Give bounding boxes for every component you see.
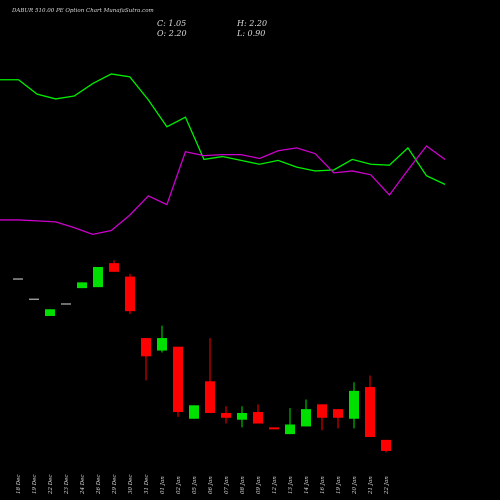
candle-body [205, 381, 215, 413]
x-tick-label: 09 Jan [256, 476, 262, 494]
x-tick-label: 13 Jan [288, 476, 294, 494]
x-tick-label: 24 Dec [80, 475, 86, 496]
x-tick-label: 14 Jan [304, 476, 310, 494]
x-tick-label: 22 Dec [48, 475, 54, 496]
x-tick-label: 06 Jan [208, 476, 214, 494]
candle-body [125, 276, 135, 312]
x-tick-label: 23 Dec [64, 475, 70, 496]
candle-body [13, 278, 23, 280]
x-tick-label: 01 Jan [160, 476, 166, 494]
candle-body [365, 387, 375, 437]
x-tick-label: 30 Dec [128, 475, 134, 495]
x-tick-label: 22 Jan [384, 476, 390, 495]
info-low: L: 0.90 [236, 29, 265, 38]
candle-body [141, 338, 151, 357]
candle-body [61, 303, 71, 305]
x-tick-label: 18 Dec [16, 475, 22, 495]
x-tick-label: 29 Dec [112, 475, 118, 496]
candle-body [333, 409, 343, 418]
candle-body [45, 309, 55, 316]
info-high: H: 2.20 [236, 19, 267, 28]
candle-body [381, 439, 391, 451]
candle-body [317, 404, 327, 418]
x-tick-label: 26 Dec [96, 475, 102, 496]
candle-body [93, 266, 103, 288]
x-tick-label: 16 Jan [320, 476, 326, 494]
info-close: C: 1.05 [157, 19, 186, 28]
x-tick-label: 19 Dec [32, 475, 38, 495]
x-tick-label: 21 Jan [368, 476, 374, 495]
candle-body [221, 412, 231, 418]
candle-body [173, 346, 183, 413]
candle-body [301, 409, 311, 427]
candle-body [189, 405, 199, 419]
chart-title: DABUR 510.00 PE Option Chart MunafaSutra… [11, 8, 154, 14]
x-tick-label: 05 Jan [192, 476, 198, 494]
x-tick-label: 31 Dec [144, 475, 150, 495]
x-tick-label: 20 Jan [352, 476, 358, 495]
info-open: O: 2.20 [157, 29, 187, 38]
candle-body [29, 298, 39, 300]
candle-body [285, 424, 295, 435]
x-tick-label: 07 Jan [224, 476, 230, 494]
indicator-line [0, 73, 446, 185]
candle-body [269, 427, 279, 430]
candle-body [253, 412, 263, 424]
candle-body [157, 338, 167, 351]
x-tick-label: 02 Jan [176, 476, 182, 494]
x-tick-label: 08 Jan [240, 476, 246, 494]
indicator-line [0, 145, 446, 236]
candle-body [77, 282, 87, 289]
candle-body [349, 390, 359, 419]
x-tick-label: 19 Jan [336, 476, 342, 494]
candle-body [109, 263, 119, 272]
x-tick-label: 12 Jan [272, 476, 278, 494]
candle-body [237, 412, 247, 420]
